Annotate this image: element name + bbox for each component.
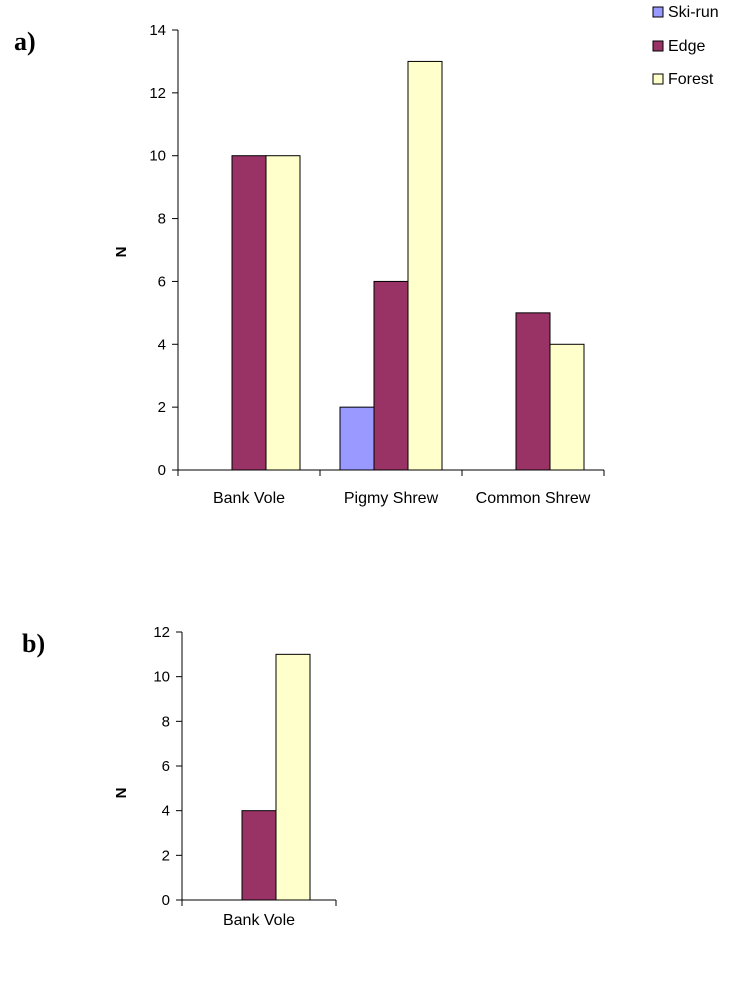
y-tick-label-a: 2 xyxy=(158,399,166,416)
y-tick-label-b: 0 xyxy=(162,892,170,909)
y-tick-label-b: 12 xyxy=(153,624,170,641)
legend-item-forest: Forest xyxy=(652,71,714,88)
bar-common-shrew-edge xyxy=(515,312,551,471)
legend-label-forest: Forest xyxy=(668,71,714,88)
y-tick-label-a: 10 xyxy=(149,148,166,165)
plot-area-a: 0 2 4 6 8 10 12 14 Bank Vole Pigmy Shrew Common Sh… xyxy=(149,22,605,507)
category-label-bank-vole: Bank Vole xyxy=(223,912,295,929)
bar-pigmy-shrew-edge xyxy=(373,280,409,471)
chart-panel-b: b) N 0 2 4 6 8 10 12 Bank Vole xyxy=(22,624,337,929)
bar-bank-vole-edge xyxy=(241,810,277,901)
bar-common-shrew-forest xyxy=(549,343,585,471)
y-axis-title-a: N xyxy=(113,247,130,258)
legend-item-edge: Edge xyxy=(652,38,705,55)
y-tick-label-a: 6 xyxy=(158,273,166,290)
y-tick-label-a: 14 xyxy=(149,22,166,39)
legend-label-edge: Edge xyxy=(668,38,705,55)
y-tick-label-b: 4 xyxy=(162,803,170,820)
bar-bank-vole-forest xyxy=(275,653,311,901)
legend-item-ski-run: Ski-run xyxy=(652,4,719,21)
y-tick-label-a: 12 xyxy=(149,85,166,102)
category-label-bank-vole: Bank Vole xyxy=(213,490,285,507)
legend: Ski-run Edge Forest xyxy=(652,4,719,88)
y-tick-label-b: 10 xyxy=(153,669,170,686)
bar-bank-vole-edge xyxy=(231,155,267,471)
plot-area-b: 0 2 4 6 8 10 12 Bank Vole xyxy=(153,624,337,929)
bar-pigmy-shrew-ski-run xyxy=(339,406,375,471)
bar-bank-vole-forest xyxy=(265,155,301,471)
legend-swatch-forest xyxy=(652,73,664,85)
panel-a-label: a) xyxy=(14,27,36,56)
chart-panel-a: a) N 0 2 4 6 8 10 12 14 Bank Vole Pigmy Shrew Comm… xyxy=(14,22,605,507)
y-tick-label-b: 2 xyxy=(162,847,170,864)
legend-swatch-edge xyxy=(652,40,664,52)
y-tick-label-b: 8 xyxy=(162,713,170,730)
y-axis-title-b: N xyxy=(113,788,130,799)
bar-pigmy-shrew-forest xyxy=(407,60,443,471)
category-label-common-shrew: Common Shrew xyxy=(476,490,591,507)
y-tick-label-b: 6 xyxy=(162,758,170,775)
category-label-pigmy-shrew: Pigmy Shrew xyxy=(344,490,439,507)
y-tick-label-a: 4 xyxy=(158,336,166,353)
legend-label-ski-run: Ski-run xyxy=(668,4,719,21)
panel-b-label: b) xyxy=(22,629,45,658)
legend-swatch-ski-run xyxy=(652,6,664,18)
y-tick-label-a: 8 xyxy=(158,211,166,228)
y-tick-label-a: 0 xyxy=(158,462,166,479)
